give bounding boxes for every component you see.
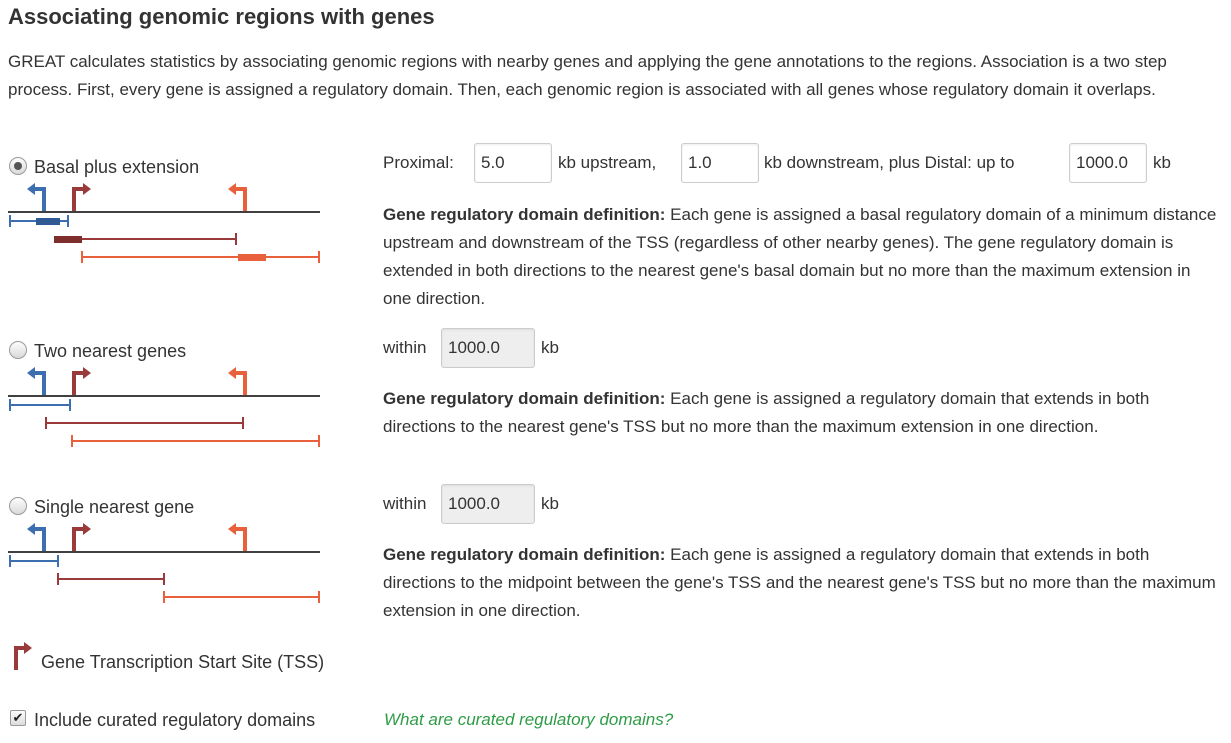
two-nearest-within-label: within — [383, 338, 427, 357]
upstream-input[interactable] — [474, 143, 552, 183]
curated-domains-help-link[interactable]: What are curated regulatory domains? — [384, 710, 674, 729]
single-nearest-definition-text: Each gene is assigned a regulatory domai… — [383, 545, 1216, 620]
distal-unit: kb — [1153, 153, 1171, 172]
orange-tss-icon — [235, 371, 247, 395]
single-nearest-definition-heading: Gene regulatory domain definition: — [383, 545, 666, 564]
distal-input[interactable] — [1069, 143, 1147, 183]
two-nearest-within-input[interactable] — [441, 328, 535, 368]
basal-extension-diagram — [8, 183, 320, 263]
intro-text: GREAT calculates statistics by associati… — [8, 52, 1167, 99]
two-nearest-genes-radio[interactable] — [9, 341, 27, 359]
single-nearest-gene-label[interactable]: Single nearest gene — [34, 497, 195, 517]
single-nearest-within-input[interactable] — [441, 484, 535, 524]
basal-definition: Gene regulatory domain definition: Each … — [383, 201, 1223, 313]
orange-tss-icon — [235, 187, 247, 211]
single-nearest-definition: Gene regulatory domain definition: Each … — [383, 541, 1223, 625]
two-nearest-genes-label[interactable]: Two nearest genes — [34, 341, 187, 361]
basal-definition-heading: Gene regulatory domain definition: — [383, 205, 666, 224]
page-title: Associating genomic regions with genes — [8, 4, 435, 29]
two-nearest-definition-text: Each gene is assigned a regulatory domai… — [383, 389, 1150, 436]
upstream-label: kb upstream, — [558, 153, 657, 172]
basal-plus-extension-label[interactable]: Basal plus extension — [34, 157, 200, 177]
red-tss-icon — [72, 187, 84, 211]
blue-tss-icon — [34, 187, 46, 211]
two-nearest-definition-heading: Gene regulatory domain definition: — [383, 389, 666, 408]
two-nearest-definition: Gene regulatory domain definition: Each … — [383, 385, 1223, 441]
single-nearest-diagram — [8, 523, 320, 603]
curated-domains-label[interactable]: Include curated regulatory domains — [34, 710, 316, 730]
single-nearest-within-label: within — [383, 494, 427, 513]
curated-domains-checkbox[interactable]: ✔ — [10, 710, 26, 726]
red-tss-icon — [72, 527, 84, 551]
tss-legend-label: Gene Transcription Start Site (TSS) — [41, 652, 325, 672]
blue-tss-icon — [34, 527, 46, 551]
downstream-input[interactable] — [681, 143, 759, 183]
red-tss-icon — [72, 371, 84, 395]
two-nearest-unit: kb — [541, 338, 559, 357]
single-nearest-gene-radio[interactable] — [9, 497, 27, 515]
tss-legend-icon — [14, 642, 32, 670]
basal-definition-text: Each gene is assigned a basal regulatory… — [383, 205, 1217, 308]
blue-tss-icon — [34, 371, 46, 395]
basal-plus-extension-radio[interactable] — [9, 157, 27, 175]
orange-tss-icon — [235, 527, 247, 551]
proximal-label: Proximal: — [383, 153, 454, 172]
two-nearest-diagram — [8, 367, 320, 447]
downstream-label: kb downstream, plus Distal: up to — [764, 153, 1015, 172]
single-nearest-unit: kb — [541, 494, 559, 513]
